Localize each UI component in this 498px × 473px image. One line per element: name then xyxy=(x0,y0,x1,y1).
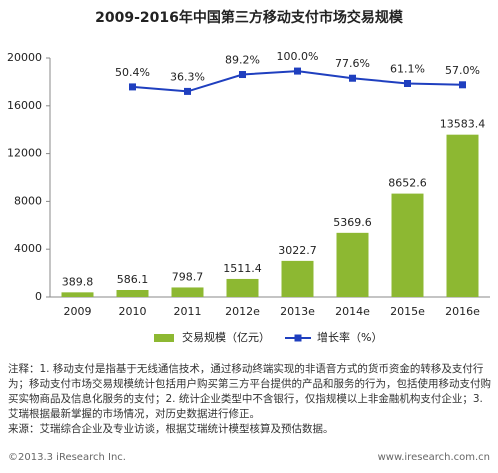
bar xyxy=(226,278,259,297)
x-tick-label: 2009 xyxy=(64,305,92,318)
data-label: 57.0% xyxy=(445,64,480,77)
line-marker xyxy=(294,67,301,75)
data-label: 89.2% xyxy=(225,54,260,67)
copyright: ©2013.3 iResearch Inc. xyxy=(8,452,126,463)
note: 注释：1. 移动支付是指基于无线通信技术，通过移动终端实现的非语音方式的货币资金… xyxy=(8,363,491,420)
source: 来源：艾瑞综合企业及专业访谈，根据艾瑞统计模型核算及预估数据。 xyxy=(8,423,334,435)
y-tick-label: 16000 xyxy=(7,99,42,112)
legend-swatch xyxy=(294,334,302,342)
bar xyxy=(171,287,204,297)
y-tick-label: 20000 xyxy=(7,51,42,64)
data-label: 61.1% xyxy=(390,62,425,75)
bar xyxy=(336,232,369,297)
line-marker xyxy=(129,83,136,91)
data-label: 1511.4 xyxy=(223,262,262,275)
legend-label: 交易规模（亿元） xyxy=(182,330,270,344)
chart-title: 2009-2016年中国第三方移动支付市场交易规模 xyxy=(95,9,404,26)
bar xyxy=(281,260,314,297)
line-marker xyxy=(459,81,466,89)
x-tick-label: 2011 xyxy=(174,305,202,318)
website: www.iresearch.com.cn xyxy=(377,452,490,463)
line-marker xyxy=(404,79,411,87)
data-label: 5369.6 xyxy=(333,216,372,229)
line-marker xyxy=(184,87,191,95)
y-tick-label: 12000 xyxy=(7,147,42,160)
data-label: 3022.7 xyxy=(278,244,317,257)
data-label: 389.8 xyxy=(62,275,94,288)
data-label: 586.1 xyxy=(117,273,149,286)
x-tick-label: 2010 xyxy=(119,305,147,318)
data-label: 8652.6 xyxy=(388,177,427,190)
legend-swatch xyxy=(154,334,174,342)
data-label: 50.4% xyxy=(115,66,150,79)
bar xyxy=(446,134,479,297)
legend-label: 增长率（%） xyxy=(317,330,382,344)
notes: 注释：1. 移动支付是指基于无线通信技术，通过移动终端实现的非语音方式的货币资金… xyxy=(8,362,492,437)
x-tick-label: 2015e xyxy=(390,305,425,318)
chart: 2009-2016年中国第三方移动支付市场交易规模 0 4000 8000 12000… xyxy=(7,9,490,344)
x-tick-label: 2012e xyxy=(225,305,260,318)
x-tick-label: 2016e xyxy=(445,305,480,318)
data-label: 100.0% xyxy=(277,50,319,63)
data-label: 13583.4 xyxy=(440,118,486,131)
bar xyxy=(116,289,149,297)
x-tick-label: 2014e xyxy=(335,305,370,318)
x-tick-label: 2013e xyxy=(280,305,315,318)
data-label: 36.3% xyxy=(170,70,205,83)
line-marker xyxy=(349,74,356,82)
bar xyxy=(391,193,424,297)
data-label: 798.7 xyxy=(172,270,204,283)
y-tick-label: 4000 xyxy=(14,242,42,255)
y-tick-label: 8000 xyxy=(14,194,42,207)
bar xyxy=(61,292,94,297)
line-marker xyxy=(239,71,246,79)
data-label: 77.6% xyxy=(335,57,370,70)
y-tick-label: 0 xyxy=(35,290,42,303)
